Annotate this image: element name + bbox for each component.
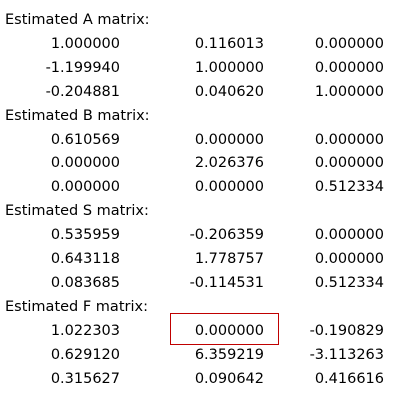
- matrix-cell: -0.114531: [189, 274, 264, 291]
- matrix-cell: 0.000000: [314, 131, 384, 148]
- matrix-cell: -1.199940: [45, 59, 120, 76]
- matrix-cell: 2.026376: [194, 155, 264, 172]
- matrix-cell: -0.206359: [189, 227, 264, 244]
- matrix-cell: 1.000000: [50, 35, 120, 52]
- matrix-cell: 0.416616: [314, 370, 384, 387]
- matrix-cell: 0.315627: [50, 370, 120, 387]
- matrix-cell: 1.778757: [194, 251, 264, 267]
- matrix-cell: 0.643118: [50, 251, 120, 267]
- matrix-cell: 0.000000: [314, 59, 384, 76]
- matrix-cell: -0.190829: [309, 322, 384, 339]
- matrix-cell: 0.000000: [194, 131, 264, 148]
- matrix-cell: 0.512334: [314, 274, 384, 291]
- matrix-cell: 0.083685: [50, 274, 120, 291]
- matrix-cell: 0.000000: [314, 155, 384, 172]
- matrix-cell: 0.629120: [50, 346, 120, 363]
- matrix-cell: -0.204881: [45, 83, 120, 100]
- matrix-cell: -3.113263: [309, 346, 384, 363]
- matrix-cell: 1.022303: [50, 322, 120, 339]
- matrix-cell: 0.000000: [194, 179, 264, 196]
- matrix-cell: 0.000000: [314, 35, 384, 52]
- matrix-cell: 0.610569: [50, 131, 120, 148]
- matrix-cell: 0.000000: [314, 227, 384, 244]
- matrix-title: Estimated F matrix:: [5, 298, 148, 315]
- matrix-cell: 1.000000: [314, 83, 384, 100]
- matrix-cell: 0.000000: [50, 179, 120, 196]
- matrix-cell: 0.116013: [194, 35, 264, 52]
- matrix-title: Estimated B matrix:: [5, 107, 150, 124]
- matrix-cell: 0.000000: [194, 322, 264, 339]
- matrix-cell: 1.000000: [194, 59, 264, 76]
- matrix-title: Estimated A matrix:: [5, 12, 150, 28]
- highlight-box: [170, 313, 279, 345]
- matrix-cell: 0.000000: [314, 251, 384, 267]
- matrix-cell: 6.359219: [194, 346, 264, 363]
- matrix-cell: 0.535959: [50, 227, 120, 244]
- matrix-cell: 0.000000: [50, 155, 120, 172]
- matrix-cell: 0.040620: [194, 83, 264, 100]
- matrix-cell: 0.512334: [314, 179, 384, 196]
- matrix-title: Estimated S matrix:: [5, 203, 149, 220]
- matrix-cell: 0.090642: [194, 370, 264, 387]
